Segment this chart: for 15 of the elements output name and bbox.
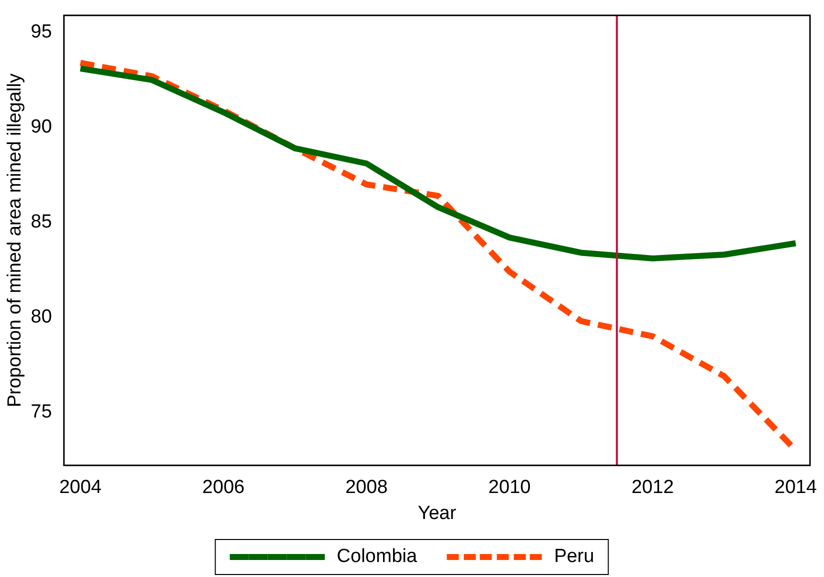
y-tick-label: 85 <box>30 212 52 233</box>
x-tick-label: 2010 <box>488 477 531 498</box>
legend-label: Colombia <box>336 546 418 568</box>
x-tick-label: 2008 <box>345 477 388 498</box>
x-tick-label: 2012 <box>631 477 674 498</box>
x-tick-label: 2014 <box>774 477 818 498</box>
y-axis-title: Proportion of mined area mined illegally <box>4 73 26 408</box>
x-tick-label: 2006 <box>202 477 245 498</box>
x-axis-title: Year <box>418 502 457 524</box>
y-tick-label: 75 <box>30 401 52 422</box>
y-tick-label: 90 <box>30 116 52 138</box>
x-tick-label: 2004 <box>59 477 102 498</box>
y-tick-label: 95 <box>30 22 52 43</box>
y-tick-label: 80 <box>30 306 52 328</box>
legend-label: Peru <box>554 546 594 568</box>
